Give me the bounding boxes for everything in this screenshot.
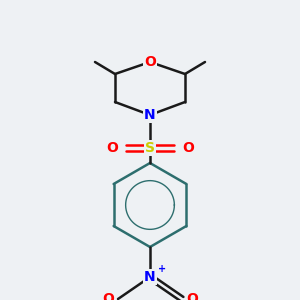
Text: O: O — [144, 55, 156, 69]
Text: O: O — [186, 292, 198, 300]
Text: O: O — [106, 141, 118, 155]
Text: S: S — [145, 141, 155, 155]
Text: O: O — [102, 292, 114, 300]
Text: O: O — [182, 141, 194, 155]
Text: N: N — [144, 270, 156, 284]
Text: +: + — [158, 264, 166, 274]
Text: N: N — [144, 108, 156, 122]
